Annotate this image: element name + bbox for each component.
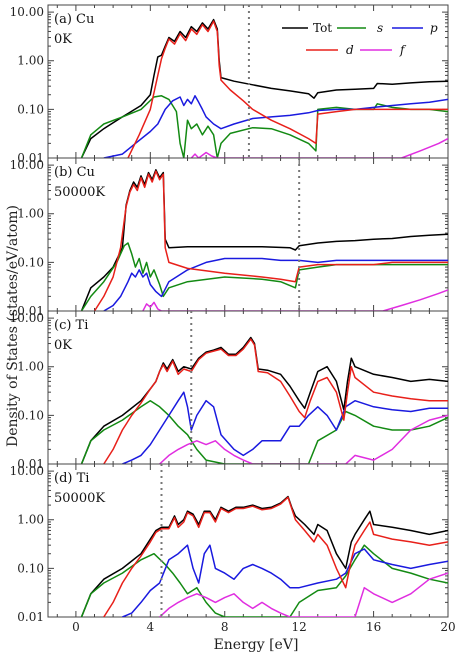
panel-label-line1: (b) Cu: [54, 165, 95, 180]
x-tick-label: 20: [440, 620, 455, 634]
y-tick-label: 1.00: [17, 54, 44, 68]
panel-1: 0.01 0.10 1.00 10.00 (a) Cu 0K: [10, 4, 449, 165]
series-group: [80, 495, 448, 617]
series-line-f: [159, 414, 448, 464]
y-tick-label: 0.10: [17, 255, 44, 269]
y-tick-label: 0.01: [17, 151, 44, 165]
x-axis-title: Energy [eV]: [214, 637, 299, 653]
series-line-tot: [80, 18, 448, 158]
panels-group: 0.01 0.10 1.00 10.00 (a) Cu 0K 0.01 0.10 1.00 10.…: [10, 4, 456, 634]
series-line-p: [122, 544, 448, 617]
series-line-tot: [80, 336, 448, 464]
series-line-p: [103, 257, 448, 311]
series-line-p: [103, 95, 448, 158]
legend: Tot s p d f: [282, 21, 438, 57]
y-tick-label: 0.10: [17, 561, 44, 575]
y-tick-label: 0.10: [17, 102, 44, 116]
series-line-p: [122, 391, 448, 464]
y-tick-label: 10.00: [10, 5, 44, 19]
legend-label-s: s: [377, 21, 383, 35]
panel-label-line2: 0K: [54, 32, 72, 47]
panel-label-line1: (a) Cu: [54, 12, 94, 27]
panel-2: 0.01 0.10 1.00 10.00 (b) Cu 50000K: [10, 157, 449, 318]
series-line-f: [190, 137, 448, 158]
panel-label-line1: (d) Ti: [54, 471, 89, 486]
y-tick-label: 0.01: [17, 457, 44, 471]
series-line-s: [80, 544, 448, 617]
panel-label-line1: (c) Ti: [54, 318, 88, 333]
x-tick-label: 16: [366, 620, 381, 634]
series-line-d: [93, 170, 448, 311]
series-group: [80, 336, 448, 464]
x-tick-label: 4: [147, 620, 155, 634]
y-tick-label: 10.00: [10, 158, 44, 172]
panel-frame: [47, 463, 449, 618]
series-line-f: [159, 572, 448, 617]
series-line-tot: [80, 169, 448, 311]
legend-label-p: p: [430, 21, 438, 35]
series-line-tot: [80, 495, 448, 617]
series-line-d: [127, 20, 448, 158]
y-tick-label: 1.00: [17, 360, 44, 374]
panel-label-line2: 50000K: [54, 491, 105, 506]
panel-label-line2: 50000K: [54, 185, 105, 200]
y-tick-label: 0.10: [17, 408, 44, 422]
panel-frame: [47, 4, 449, 159]
legend-label-d: d: [346, 43, 354, 57]
y-tick-label: 0.01: [17, 610, 44, 624]
panel-4: 0.01 0.10 1.00 10.00 0 4 8 12 16 20 (d) Ti 50000K: [10, 463, 456, 634]
legend-label-f: f: [399, 43, 407, 57]
panel-3: 0.01 0.10 1.00 10.00 (c) Ti 0K: [10, 310, 449, 471]
series-line-d: [103, 338, 448, 464]
y-tick-label: 1.00: [17, 513, 44, 527]
y-tick-label: 1.00: [17, 207, 44, 221]
legend-label-tot: Tot: [313, 21, 332, 35]
x-tick-label: 12: [292, 620, 307, 634]
series-line-d: [103, 496, 448, 617]
panel-label-line2: 0K: [54, 338, 72, 353]
y-tick-label: 0.01: [17, 304, 44, 318]
y-axis-title: Density of States (states/eV/atom): [5, 205, 21, 447]
panel-frame: [47, 310, 449, 465]
y-tick-label: 10.00: [10, 311, 44, 325]
series-group: [80, 18, 448, 158]
series-group: [80, 169, 448, 311]
series-line-f: [142, 289, 448, 311]
x-tick-label: 8: [221, 620, 229, 634]
y-tick-label: 10.00: [10, 464, 44, 478]
x-tick-label: 0: [72, 620, 80, 634]
